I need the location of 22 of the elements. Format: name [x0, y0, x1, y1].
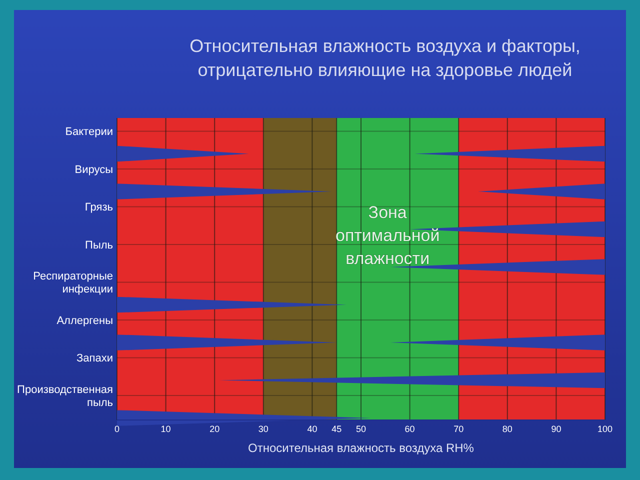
x-tick-label: 45 [332, 424, 342, 434]
x-tick-label: 0 [114, 424, 120, 434]
x-axis-title: Относительная влажность воздуха RH% [248, 441, 474, 455]
x-tick-label: 90 [551, 424, 562, 434]
x-tick-label: 100 [597, 424, 613, 434]
x-tick-label: 20 [210, 424, 220, 434]
x-tick-label: 60 [404, 424, 415, 434]
y-tick-label: Бактерии [65, 126, 113, 138]
y-tick-label: Пыль [85, 239, 114, 252]
x-tick-label: 70 [454, 424, 464, 434]
x-tick-label: 40 [307, 424, 318, 434]
y-tick-label: Аллергены [56, 314, 114, 327]
x-tick-label: 80 [502, 424, 512, 434]
y-tick-label: Грязь [84, 202, 114, 214]
x-tick-label: 30 [258, 424, 268, 434]
y-tick-label: Респираторные инфекции [33, 270, 113, 296]
y-tick-label: Вирусы [74, 164, 114, 176]
chart-title: Относительная влажность воздуха и факторы, отрицательно влияющие на здоровье людей [190, 36, 580, 80]
y-tick-label: Производственная пыль [17, 384, 114, 409]
y-tick-label: Запахи [76, 352, 113, 365]
x-tick-label: 50 [356, 424, 366, 434]
x-tick-label: 10 [160, 424, 171, 434]
